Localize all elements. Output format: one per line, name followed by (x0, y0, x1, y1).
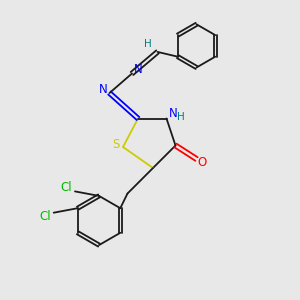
Text: N: N (169, 106, 178, 120)
Text: N: N (98, 83, 107, 96)
Text: H: H (144, 39, 152, 49)
Text: H: H (177, 112, 185, 122)
Text: O: O (197, 156, 206, 169)
Text: Cl: Cl (40, 210, 51, 223)
Text: S: S (113, 138, 120, 151)
Text: Cl: Cl (61, 181, 72, 194)
Text: N: N (134, 63, 143, 76)
